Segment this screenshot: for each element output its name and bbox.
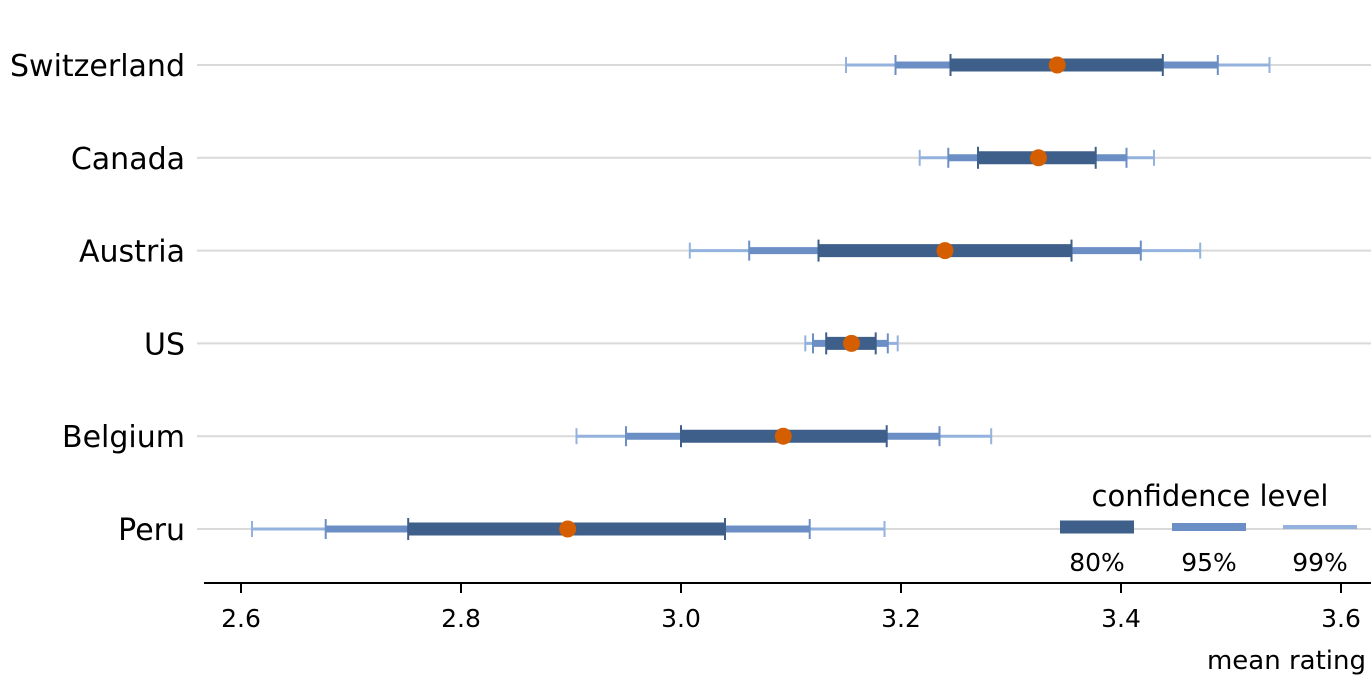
country-label-us: US bbox=[144, 327, 185, 362]
x-axis-title: mean rating bbox=[1207, 646, 1366, 676]
x-tick-label-4: 3.4 bbox=[1101, 604, 1141, 633]
legend-swatch-2 bbox=[1283, 525, 1357, 529]
mean-point-canada bbox=[1030, 149, 1047, 167]
legend-swatch-1 bbox=[1172, 523, 1246, 531]
country-labels: Switzerland Canada Austria US Belgium Peru bbox=[10, 49, 185, 548]
legend-swatch-0 bbox=[1060, 520, 1134, 534]
country-label-switzerland: Switzerland bbox=[10, 49, 185, 84]
gridlines bbox=[197, 64, 1371, 530]
x-tick-label-1: 2.8 bbox=[441, 604, 481, 633]
country-label-belgium: Belgium bbox=[62, 420, 185, 455]
legend: confidence level 80% 95% 99% bbox=[1060, 479, 1357, 577]
interval-series bbox=[251, 54, 1271, 540]
legend-title: confidence level bbox=[1092, 479, 1329, 513]
country-label-canada: Canada bbox=[71, 142, 185, 177]
x-tick-label-5: 3.6 bbox=[1321, 604, 1361, 633]
country-label-austria: Austria bbox=[79, 235, 185, 270]
legend-label-2: 99% bbox=[1292, 548, 1348, 577]
mean-point-switzerland bbox=[1048, 56, 1066, 74]
x-tick-label-3: 3.2 bbox=[881, 604, 921, 633]
x-axis: 2.6 2.8 3.0 3.2 3.4 3.6 bbox=[204, 582, 1371, 633]
x-tick-label-0: 2.6 bbox=[221, 604, 261, 633]
mean-point-austria bbox=[936, 242, 954, 260]
legend-label-1: 95% bbox=[1181, 548, 1237, 577]
mean-point-us bbox=[843, 334, 860, 352]
legend-label-0: 80% bbox=[1069, 548, 1125, 577]
mean-point-belgium bbox=[774, 427, 792, 445]
mean-point-peru bbox=[559, 520, 577, 538]
country-label-peru: Peru bbox=[118, 513, 185, 548]
x-tick-label-2: 3.0 bbox=[661, 604, 701, 633]
